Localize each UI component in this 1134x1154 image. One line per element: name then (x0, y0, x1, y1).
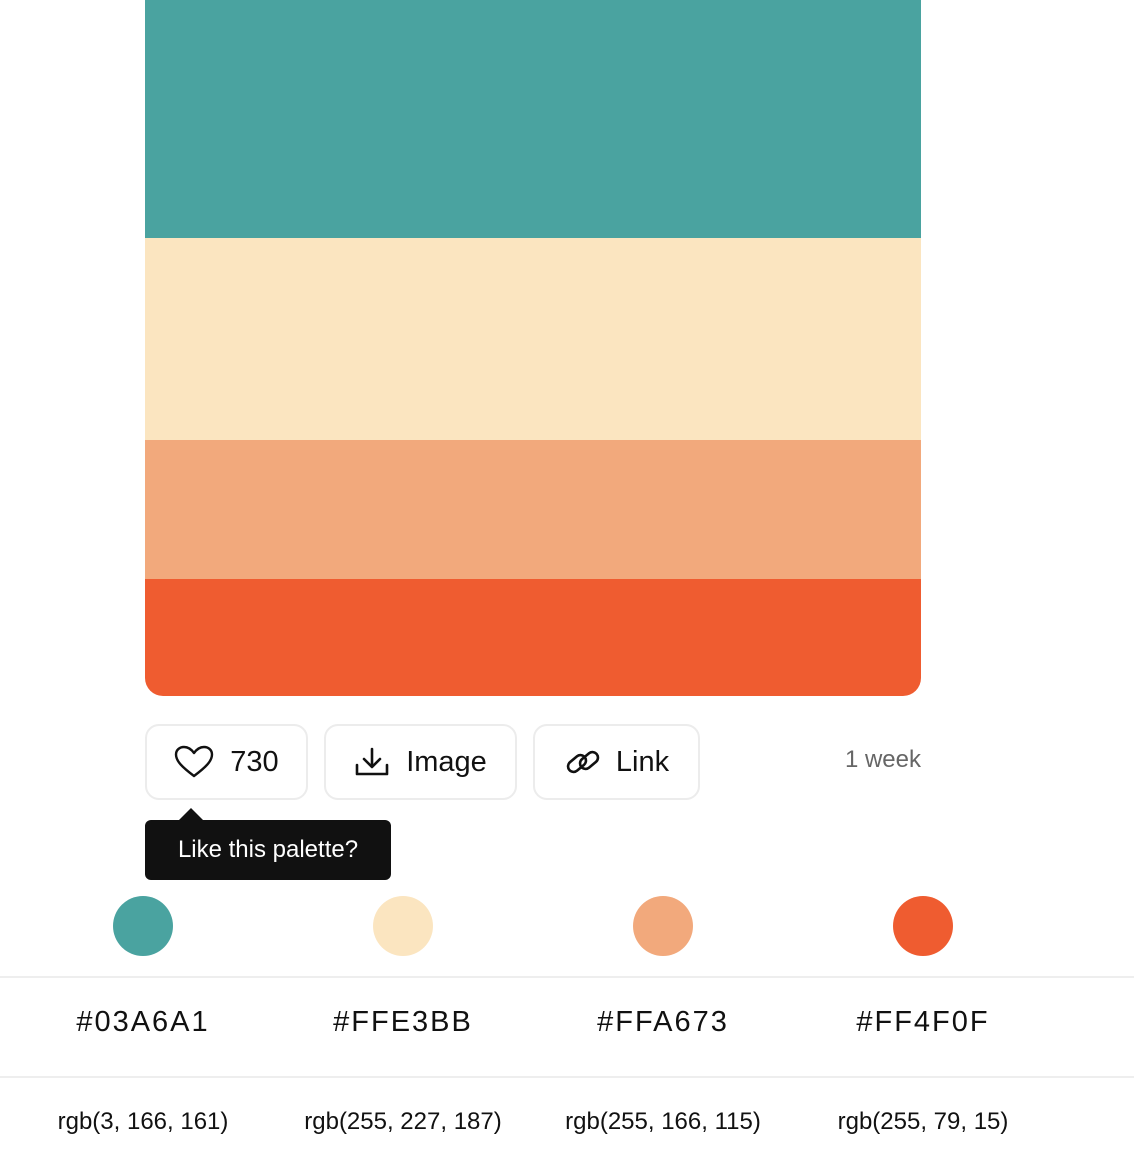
like-tooltip: Like this palette? (145, 808, 391, 880)
palette-preview[interactable] (145, 0, 921, 696)
rgb-value[interactable]: rgb(255, 227, 187) (304, 1108, 502, 1135)
color-dot-2[interactable] (373, 896, 433, 956)
link-label: Link (615, 745, 670, 778)
image-label: Image (406, 745, 487, 778)
palette-stripe-1[interactable] (145, 0, 921, 238)
hex-value[interactable]: #FF4F0F (856, 1006, 990, 1038)
hex-value[interactable]: #FFE3BB (333, 1006, 473, 1038)
copy-link-button[interactable]: Link (533, 724, 700, 800)
like-button[interactable]: 730 (145, 724, 308, 800)
rgb-value[interactable]: rgb(255, 79, 15) (837, 1108, 1009, 1135)
color-dot-1[interactable] (113, 896, 173, 956)
color-dot-3[interactable] (633, 896, 693, 956)
like-count: 730 (230, 745, 279, 778)
link-icon (564, 745, 602, 779)
heart-icon (174, 745, 214, 779)
palette-age: 1 week (844, 746, 921, 773)
hex-value[interactable]: #03A6A1 (76, 1006, 210, 1038)
tooltip-text: Like this palette? (177, 836, 359, 863)
rgb-value[interactable]: rgb(3, 166, 161) (57, 1108, 229, 1135)
palette-stripe-2[interactable] (145, 238, 921, 440)
palette-stripe-4[interactable] (145, 579, 921, 696)
color-dot-4[interactable] (893, 896, 953, 956)
divider (0, 1076, 1134, 1078)
download-icon (354, 746, 390, 778)
divider (0, 976, 1134, 978)
download-image-button[interactable]: Image (324, 724, 517, 800)
rgb-value[interactable]: rgb(255, 166, 115) (565, 1108, 761, 1135)
palette-stripe-3[interactable] (145, 440, 921, 579)
hex-value[interactable]: #FFA673 (597, 1006, 729, 1038)
